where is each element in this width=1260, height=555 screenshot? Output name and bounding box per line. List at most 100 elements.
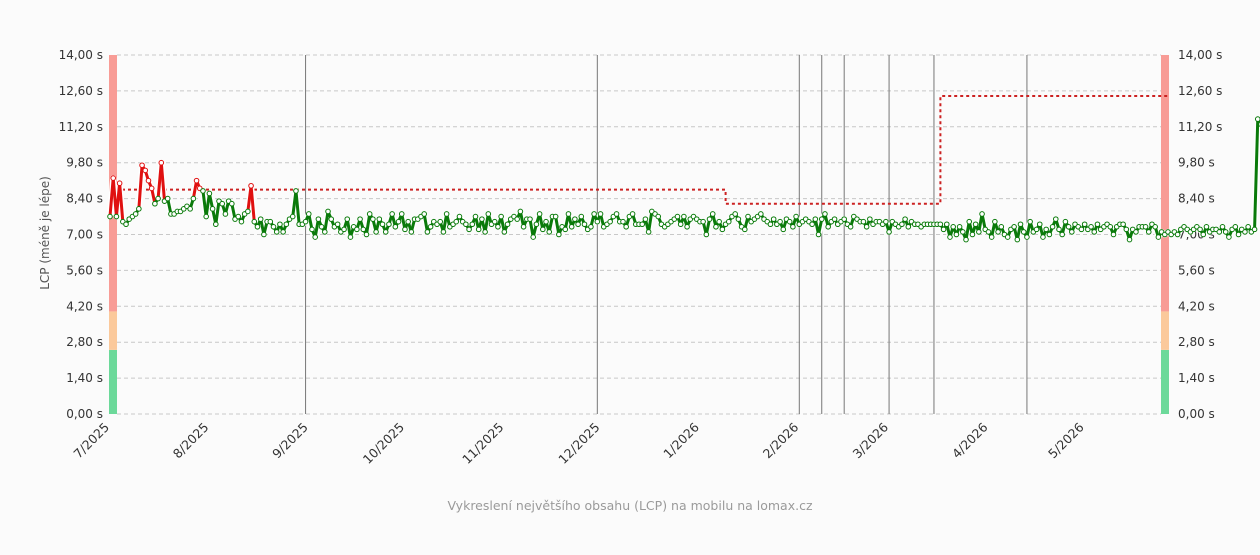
data-point [373,229,379,235]
data-point [735,216,742,222]
y-tick-label-left: 4,20 s [66,299,103,313]
data-point [1091,229,1098,235]
data-point [786,218,793,225]
data-point [969,231,976,238]
data-point [1088,224,1094,230]
data-point [302,218,309,225]
data-point [1069,229,1075,235]
data-point [357,216,363,222]
data-point [517,208,524,215]
data-point [514,216,520,222]
data-point [684,224,690,230]
data-point [222,211,229,217]
x-axis: 7/2025 8/2025 9/2025 10/2025 11/2025 12/2025 1… [70,419,1086,466]
threshold-line [110,95,1168,205]
data-point [495,224,501,230]
data-point [219,200,226,207]
data-point [940,226,947,233]
data-point [328,216,335,222]
y-tick-label-right: 4,20 s [1178,299,1215,313]
data-point [812,216,819,222]
data-point [886,229,892,235]
data-point [937,221,944,228]
data-point [767,221,774,228]
y-tick-label-right: 8,40 s [1178,192,1215,206]
data-point [318,224,325,230]
data-point [591,211,597,217]
x-tick-label: 7/2025 [70,420,112,462]
data-point [1059,231,1065,238]
data-point [354,226,360,233]
data-point [1024,234,1030,240]
data-point [1251,226,1258,233]
data-point [578,213,585,220]
data-point [1142,224,1149,230]
data-point [1011,224,1017,230]
data-point [815,231,822,238]
data-point [1014,236,1021,243]
data-point [402,226,408,233]
data-point [466,226,472,233]
data-point [389,211,395,217]
data-point [818,216,825,222]
data-point [703,231,710,238]
data-point [363,231,370,238]
data-point [575,221,581,228]
data-point [107,213,113,220]
data-point [136,206,142,212]
data-point [645,229,652,235]
series-segment [214,199,221,226]
threshold-path [110,95,1168,205]
x-tick-label: 12/2025 [555,420,602,467]
data-point [213,221,219,228]
x-tick-label: 10/2025 [360,420,407,467]
data-point [273,229,280,235]
data-point [1133,229,1139,235]
data-point [1065,224,1072,230]
data-point [463,221,469,228]
data-point [677,221,684,228]
data-point [315,216,322,222]
data-point [440,229,447,235]
data-point [1216,229,1223,235]
data-point [700,218,706,225]
data-point [1094,221,1101,228]
data-point [860,218,867,225]
data-point [283,221,290,228]
data-point [1245,224,1251,230]
data-point [453,218,460,225]
data-point [950,224,956,230]
data-point [1120,221,1126,228]
series-segment [1253,117,1260,231]
data-point [1222,229,1229,235]
data-point [1062,218,1069,225]
data-point [424,229,431,235]
data-point [562,226,569,233]
data-point [155,195,161,202]
data-point [386,221,392,228]
data-point [139,162,145,169]
data-point [533,221,540,228]
x-tick-label: 1/2026 [660,419,702,461]
y-tick-label-left: 9,80 s [66,156,103,170]
series-segment [364,212,372,236]
data-point [334,221,341,228]
data-point [607,218,613,225]
data-point [530,234,537,240]
data-point [613,211,620,217]
y-tick-label-right: 5,60 s [1178,263,1215,277]
data-point [709,211,716,217]
data-point [200,188,206,194]
data-point [405,218,411,225]
data-point [379,221,386,228]
data-point [985,229,992,235]
data-point [556,231,562,238]
data-point [725,218,732,225]
data-point [203,213,209,220]
data-point [1004,234,1011,240]
data-point [674,213,681,220]
data-point [770,216,777,222]
data-point [943,221,950,228]
lcp-series [107,116,1260,243]
data-point [1052,216,1059,222]
